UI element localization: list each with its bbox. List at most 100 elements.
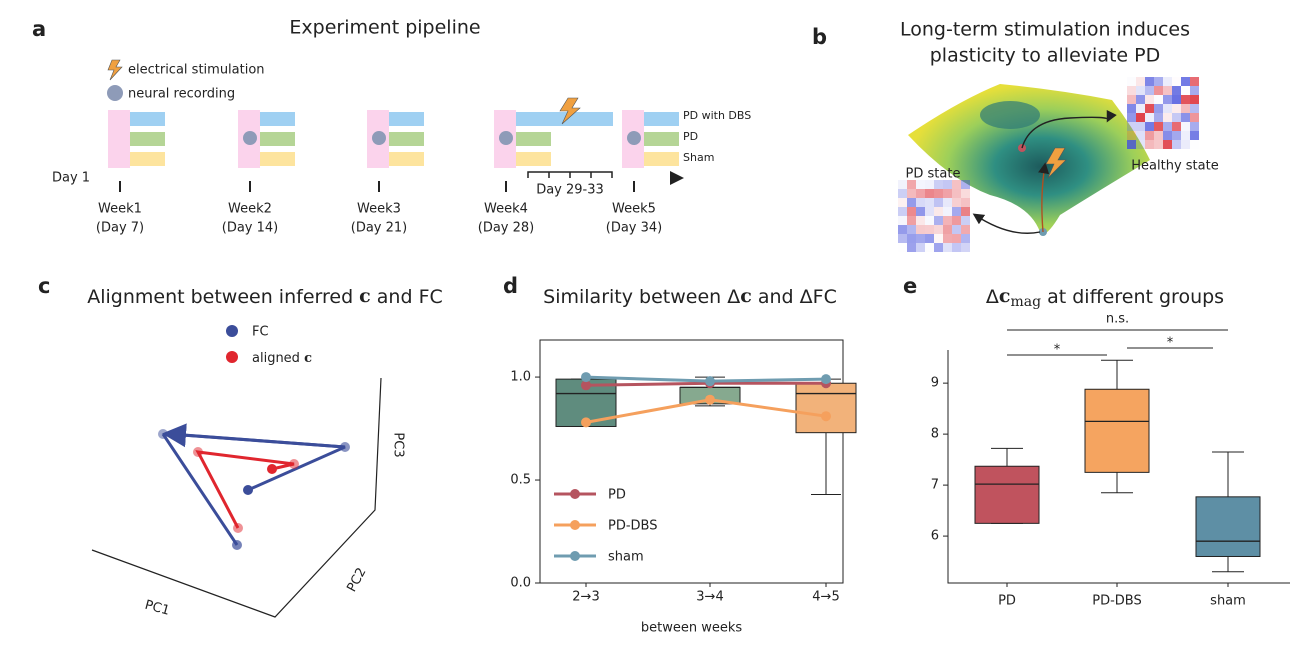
stim-bracket [527, 171, 613, 178]
c-trajectory [195, 450, 295, 529]
panel-b: b Long-term stimulation induces plastici… [812, 19, 1219, 252]
panel-title: plasticity to alleviate PD [930, 45, 1161, 67]
heatmap-cell [1163, 86, 1172, 95]
heatmap-cell [898, 234, 907, 243]
arrow [1038, 162, 1050, 233]
series-point [821, 411, 831, 422]
charts: d Similarity between Δc and ΔFC0.00.51.02… [503, 274, 1290, 636]
group-bar [644, 112, 679, 126]
heatmap-cell [1127, 104, 1136, 113]
heatmap-cell [898, 243, 907, 252]
legend-text: electrical stimulation [128, 63, 265, 78]
x-tick-label: 2→3 [572, 590, 599, 605]
title-part: and ΔFC [752, 286, 837, 308]
heatmap-cell [1181, 140, 1190, 149]
arrow [972, 213, 1041, 234]
heatmap-cell [952, 180, 961, 189]
heatmap-cell [961, 225, 970, 234]
heatmap-cell [916, 234, 925, 243]
heatmap-cell [1163, 77, 1172, 86]
recording-dot [243, 131, 257, 145]
bolt-icon [1045, 147, 1067, 179]
box [1195, 496, 1261, 557]
heatmap-cell [1154, 86, 1163, 95]
heatmap-cell [934, 225, 943, 234]
heatmap-cell [1172, 104, 1181, 113]
group-bar [516, 132, 551, 146]
panel-letter: b [812, 25, 827, 49]
week-label: Week5 [612, 202, 656, 217]
heatmap-cell [934, 243, 943, 252]
heatmap-cell [1163, 122, 1172, 131]
panel-title: Alignment between inferred c and FC [87, 285, 443, 308]
heatmap-cell [898, 189, 907, 198]
title-part: c [999, 285, 1011, 307]
heatmap-cell [943, 207, 952, 216]
legend-text: PD-DBS [608, 519, 658, 534]
sessions: Week1 (Day 7) Week2 (Day 14) Week3 (Day 21) We… [96, 110, 679, 236]
heatmap-cell [907, 243, 916, 252]
x-tick-label: sham [1210, 594, 1246, 609]
heatmap-cell [1172, 122, 1181, 131]
heatmap-cell [1154, 122, 1163, 131]
heatmap-cell [943, 180, 952, 189]
heatmap-cell [1127, 77, 1136, 86]
heatmap-cell [952, 243, 961, 252]
panel-title: Experiment pipeline [289, 17, 480, 39]
heatmap-cell [1154, 131, 1163, 140]
heatmap-cell [952, 207, 961, 216]
legend-text: FC [252, 325, 269, 340]
heatmap-cell [943, 243, 952, 252]
heatmap-cell [961, 180, 970, 189]
group-bar [260, 112, 295, 126]
x-tick-label: PD-DBS [1092, 594, 1142, 609]
heatmap-cell [943, 225, 952, 234]
heatmap-cell [1181, 77, 1190, 86]
title-part: Similarity between Δ [543, 286, 740, 308]
session-window [108, 110, 130, 168]
box [974, 465, 1040, 524]
heatmap-cell [1181, 95, 1190, 104]
axes-spines [947, 350, 1290, 584]
significance-label: n.s. [1106, 312, 1129, 327]
panel-letter: d [503, 274, 518, 298]
heatmap-cell [898, 198, 907, 207]
heatmap-cell [943, 216, 952, 225]
group-bar [260, 132, 295, 146]
heatmap-cell [1154, 113, 1163, 122]
series-point [821, 374, 831, 385]
heatmap-cell [1181, 131, 1190, 140]
heatmap-cell [1172, 140, 1181, 149]
heatmap-cell [961, 216, 970, 225]
fc-trajectory [161, 432, 346, 546]
heatmap-cell [934, 189, 943, 198]
heatmap-cell [907, 207, 916, 216]
state-label: PD state [906, 167, 961, 182]
heatmap-cell [1127, 131, 1136, 140]
panel-title: Long-term stimulation induces [900, 19, 1190, 41]
legend-marker [570, 520, 580, 530]
fc-point [158, 429, 168, 439]
heatmap-cell [1136, 104, 1145, 113]
series-point [581, 417, 591, 428]
heatmap-cell [961, 243, 970, 252]
heatmap-cell [1163, 140, 1172, 149]
group-label: Sham [683, 151, 714, 164]
group-bar [644, 152, 679, 166]
heatmap-cell [925, 243, 934, 252]
heatmap-cell [1145, 104, 1154, 113]
fc-point [243, 485, 253, 495]
heatmap-cell [925, 189, 934, 198]
heatmap-cell [1181, 122, 1190, 131]
y-tick-label: 9 [931, 376, 939, 391]
axes-frame [539, 339, 844, 584]
group-bar [389, 132, 424, 146]
title-part: c [740, 285, 752, 307]
group-bar [260, 152, 295, 166]
legend-text: aligned c [252, 351, 312, 366]
heatmap-cell [934, 180, 943, 189]
y-tick-label: 8 [931, 427, 939, 442]
heatmap-cell [961, 234, 970, 243]
heatmap-cell [1181, 104, 1190, 113]
c-point [267, 464, 277, 474]
